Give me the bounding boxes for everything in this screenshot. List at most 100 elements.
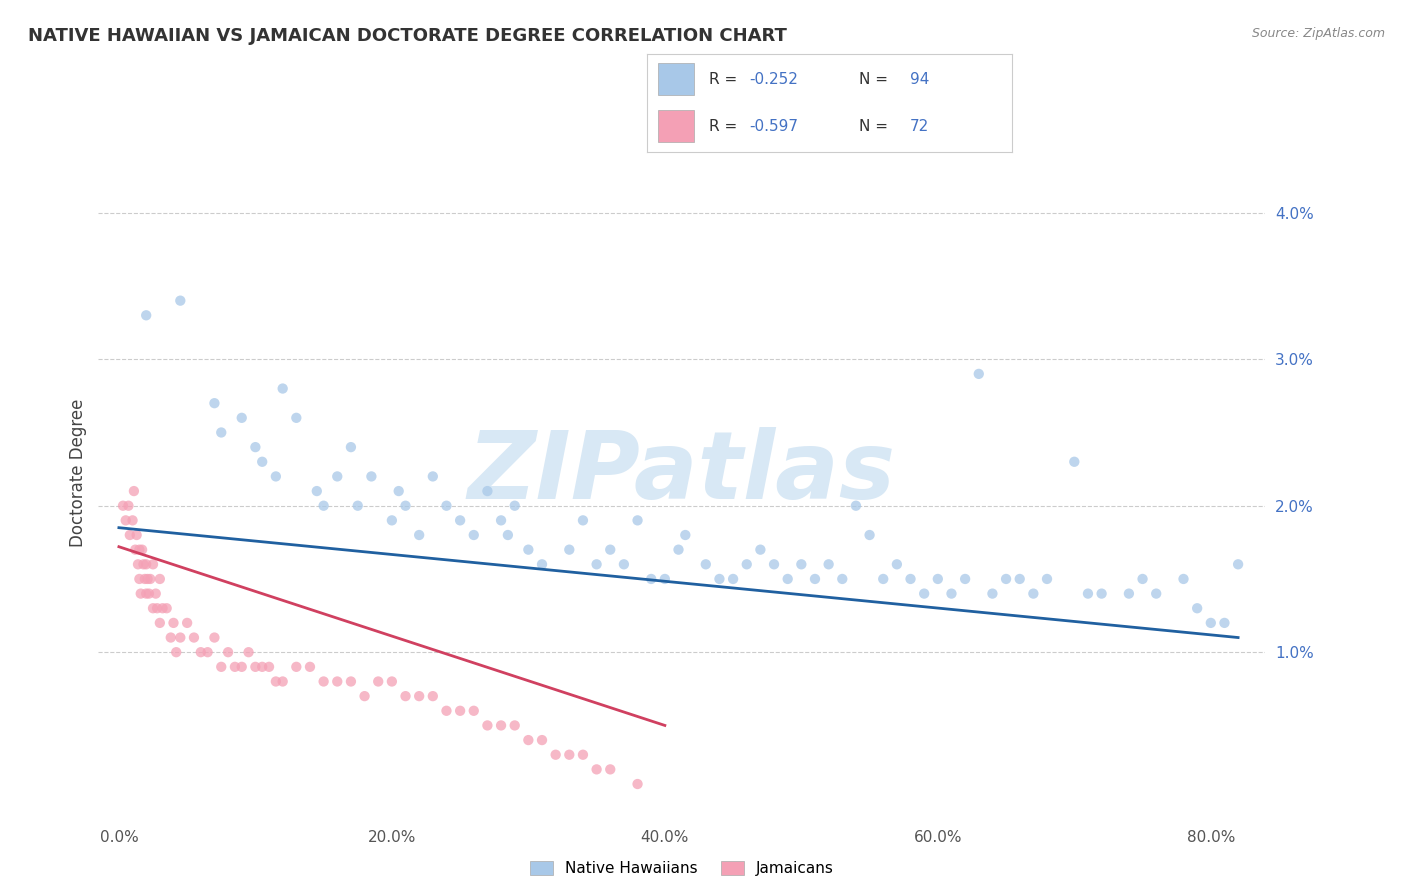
- Point: [585, 763, 607, 777]
- Point: [668, 542, 690, 557]
- Point: [138, 586, 160, 600]
- Point: [326, 469, 349, 483]
- Point: [142, 558, 165, 572]
- Point: [585, 558, 607, 572]
- Point: [360, 469, 382, 483]
- Point: [209, 660, 232, 674]
- Text: ZIPatlas: ZIPatlas: [468, 426, 896, 519]
- Point: [1118, 586, 1140, 600]
- Point: [477, 718, 499, 732]
- Point: [654, 572, 676, 586]
- Point: [558, 542, 581, 557]
- Point: [831, 572, 853, 586]
- Point: [749, 542, 772, 557]
- Point: [858, 528, 880, 542]
- Point: [340, 674, 363, 689]
- Point: [463, 704, 485, 718]
- Point: [394, 499, 416, 513]
- Point: [776, 572, 799, 586]
- Point: [183, 631, 205, 645]
- Point: [250, 660, 273, 674]
- Point: [626, 513, 648, 527]
- Point: [408, 528, 430, 542]
- Point: [224, 660, 246, 674]
- Text: NATIVE HAWAIIAN VS JAMAICAN DOCTORATE DEGREE CORRELATION CHART: NATIVE HAWAIIAN VS JAMAICAN DOCTORATE DE…: [28, 27, 787, 45]
- Point: [149, 572, 172, 586]
- Point: [763, 558, 786, 572]
- FancyBboxPatch shape: [658, 111, 695, 142]
- Point: [436, 704, 458, 718]
- Point: [111, 499, 134, 513]
- Point: [872, 572, 894, 586]
- Point: [599, 542, 621, 557]
- Point: [721, 572, 744, 586]
- Point: [285, 410, 308, 425]
- Point: [114, 513, 136, 527]
- Point: [735, 558, 758, 572]
- Point: [124, 542, 146, 557]
- Text: 94: 94: [910, 71, 929, 87]
- Text: R =: R =: [709, 119, 742, 134]
- Point: [530, 558, 553, 572]
- Point: [503, 718, 526, 732]
- Y-axis label: Doctorate Degree: Doctorate Degree: [69, 399, 87, 547]
- Point: [156, 601, 179, 615]
- Legend: Native Hawaiians, Jamaicans: Native Hawaiians, Jamaicans: [524, 855, 839, 882]
- Point: [176, 615, 198, 630]
- Point: [132, 558, 155, 572]
- Point: [209, 425, 232, 440]
- Point: [900, 572, 922, 586]
- Point: [131, 542, 153, 557]
- Point: [312, 499, 335, 513]
- Point: [231, 660, 253, 674]
- Point: [558, 747, 581, 762]
- Point: [245, 660, 267, 674]
- FancyBboxPatch shape: [658, 63, 695, 95]
- Point: [1132, 572, 1154, 586]
- Point: [640, 572, 662, 586]
- Point: [135, 586, 157, 600]
- Point: [162, 615, 184, 630]
- Point: [125, 528, 148, 542]
- Point: [845, 499, 868, 513]
- Point: [709, 572, 731, 586]
- Point: [117, 499, 139, 513]
- Point: [544, 747, 567, 762]
- Point: [152, 601, 174, 615]
- Point: [121, 513, 143, 527]
- Point: [197, 645, 219, 659]
- Point: [422, 469, 444, 483]
- Point: [1173, 572, 1195, 586]
- Point: [927, 572, 949, 586]
- Point: [169, 631, 191, 645]
- Point: [790, 558, 813, 572]
- Point: [118, 528, 141, 542]
- Point: [134, 572, 156, 586]
- Text: Source: ZipAtlas.com: Source: ZipAtlas.com: [1251, 27, 1385, 40]
- Point: [135, 308, 157, 322]
- Point: [1227, 558, 1250, 572]
- Point: [129, 586, 152, 600]
- Point: [436, 499, 458, 513]
- Text: -0.252: -0.252: [749, 71, 799, 87]
- Point: [217, 645, 239, 659]
- Point: [257, 660, 280, 674]
- Point: [190, 645, 212, 659]
- Point: [245, 440, 267, 454]
- Point: [326, 674, 349, 689]
- Point: [912, 586, 935, 600]
- Point: [381, 674, 404, 689]
- Point: [503, 499, 526, 513]
- Point: [995, 572, 1018, 586]
- Point: [128, 542, 150, 557]
- Point: [489, 718, 512, 732]
- Point: [122, 484, 145, 499]
- Point: [817, 558, 839, 572]
- Point: [953, 572, 976, 586]
- Point: [204, 631, 226, 645]
- Point: [250, 455, 273, 469]
- Point: [142, 601, 165, 615]
- Point: [517, 542, 540, 557]
- Point: [149, 615, 172, 630]
- Point: [285, 660, 308, 674]
